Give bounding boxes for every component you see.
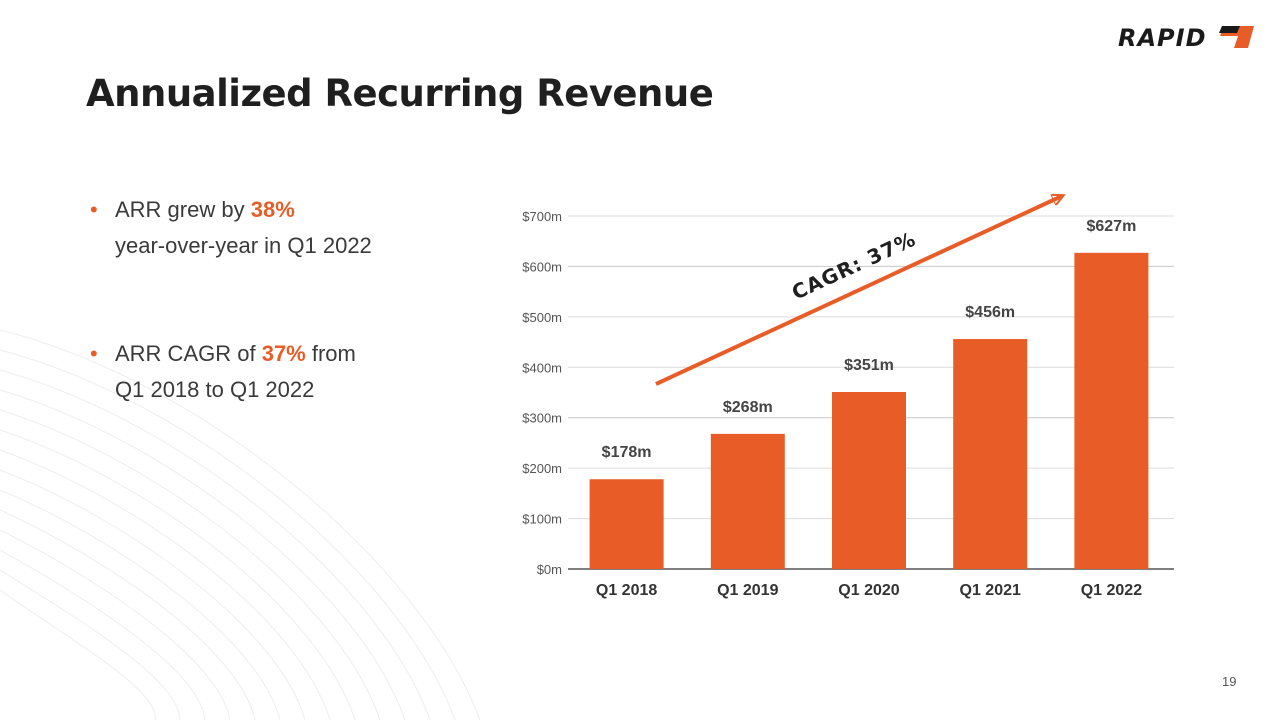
bar: [832, 391, 906, 569]
chart-category-labels: Q1 2018 Q1 2019 Q1 2020 Q1 2021 Q1 2022: [596, 582, 1142, 599]
rapid7-logo: RAPID: [1118, 24, 1254, 52]
page-number: 19: [1222, 674, 1237, 689]
y-tick-label: $700m: [522, 209, 562, 224]
bullet-list: • ARR grew by 38% year-over-year in Q1 2…: [90, 192, 450, 408]
y-tick-label: $100m: [522, 512, 562, 527]
bullet-text-line2: year-over-year in Q1 2022: [115, 233, 372, 258]
bullet-highlight: 38%: [250, 197, 295, 222]
bullet-dot: •: [90, 197, 98, 222]
bar-data-label: $351m: [844, 357, 894, 374]
logo-seven-mark: [1219, 26, 1254, 48]
bullet-text-pre: ARR grew by: [115, 197, 251, 222]
x-category-label: Q1 2022: [1081, 582, 1142, 599]
bullet-text-post: from: [305, 341, 356, 366]
bar: [1074, 252, 1149, 569]
bullet-item-cagr: • ARR CAGR of 37% from Q1 2018 to Q1 202…: [90, 336, 450, 408]
bar: [953, 339, 1028, 569]
y-tick-label: $300m: [522, 411, 562, 426]
logo-text: RAPID: [1118, 24, 1207, 52]
bullet-item-yoy: • ARR grew by 38% year-over-year in Q1 2…: [90, 192, 450, 264]
x-category-label: Q1 2018: [596, 582, 657, 599]
y-tick-label: $400m: [522, 360, 562, 375]
bullet-text-line2: Q1 2018 to Q1 2022: [115, 377, 315, 402]
page-title: Annualized Recurring Revenue: [86, 72, 714, 115]
chart-bars: [589, 252, 1149, 569]
y-tick-label: $200m: [522, 461, 562, 476]
bar-data-label: $627m: [1086, 218, 1136, 235]
bullet-text-pre: ARR CAGR of: [115, 341, 262, 366]
x-category-label: Q1 2020: [838, 582, 899, 599]
x-category-label: Q1 2019: [717, 582, 778, 599]
chart-data-labels: $178m $268m $351m $456m $627m: [602, 218, 1137, 461]
cagr-arrow: [655, 196, 1062, 386]
y-tick-label: $500m: [522, 310, 562, 325]
x-category-label: Q1 2021: [960, 582, 1021, 599]
bar: [589, 479, 664, 569]
bar: [710, 433, 785, 569]
chart-y-ticks: $0m $100m $200m $300m $400m $500m $600m $700m: [522, 209, 562, 577]
bar-data-label: $456m: [965, 304, 1015, 321]
bullet-highlight: 37%: [261, 341, 306, 366]
bar-data-label: $178m: [602, 444, 652, 461]
y-tick-label: $600m: [522, 259, 562, 274]
y-tick-label: $0m: [537, 562, 562, 577]
bar-data-label: $268m: [723, 399, 773, 416]
bullet-dot: •: [90, 341, 98, 366]
